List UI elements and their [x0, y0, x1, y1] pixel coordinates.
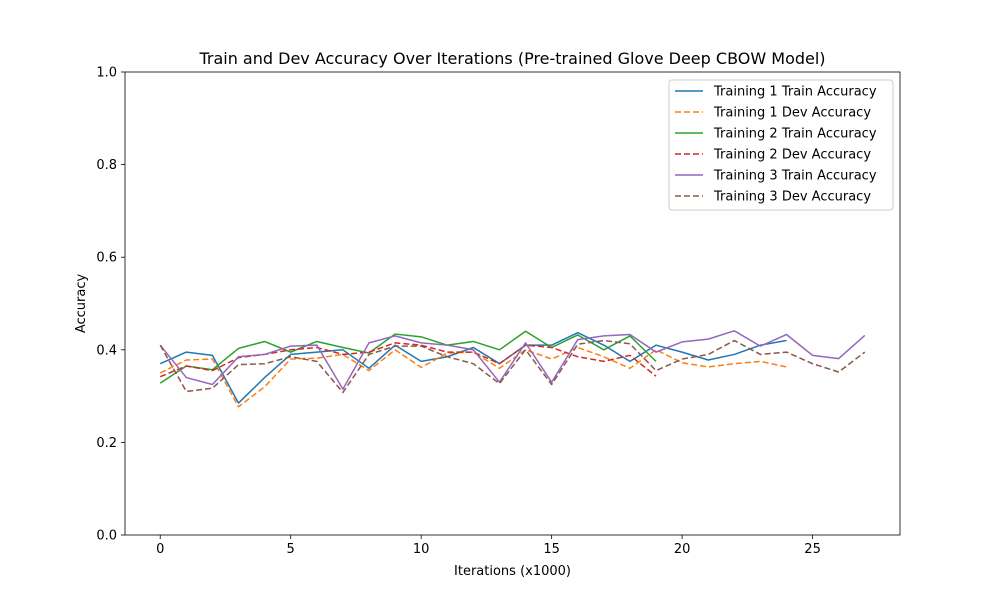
x-tick-label: 15 [543, 542, 560, 557]
legend-label-3: Training 2 Train Accuracy [713, 127, 877, 142]
axes: 0 5 10 15 20 25 0.0 0.2 0.4 0.6 0.8 1.0 [96, 66, 901, 557]
x-axis-label: Iterations (x1000) [454, 564, 571, 579]
legend-box [668, 79, 894, 211]
x-tick-label: 10 [413, 542, 430, 557]
y-tick-label: 0.0 [96, 529, 117, 544]
y-axis-label: Accuracy [74, 274, 89, 334]
x-tick-label: 0 [156, 542, 164, 557]
plot-frame [124, 71, 901, 536]
legend-label-4: Training 2 Dev Accuracy [713, 148, 871, 163]
chart-title: Train and Dev Accuracy Over Iterations (… [198, 49, 825, 68]
y-tick-label: 0.6 [96, 251, 117, 266]
legend-label-1: Training 1 Train Accuracy [713, 85, 877, 100]
series-line-3 [159, 330, 657, 384]
y-tick-label: 0.4 [96, 343, 117, 358]
legend-label-6: Training 3 Dev Accuracy [713, 190, 871, 205]
series-line-1 [159, 331, 787, 404]
legend: Training 1 Train Accuracy Training 1 Dev … [668, 79, 894, 211]
legend-label-2: Training 1 Dev Accuracy [713, 106, 871, 121]
series-group [159, 330, 866, 408]
x-tick-label: 25 [804, 542, 821, 557]
legend-label-5: Training 3 Train Accuracy [713, 169, 877, 184]
y-tick-label: 0.8 [96, 158, 117, 173]
series-line-5 [159, 330, 866, 390]
y-tick-label: 0.2 [96, 436, 117, 451]
series-line-6 [159, 339, 866, 394]
x-tick-label: 20 [674, 542, 691, 557]
x-tick-label: 5 [287, 542, 295, 557]
y-tick-label: 1.0 [96, 66, 117, 81]
series-line-4 [159, 342, 657, 378]
